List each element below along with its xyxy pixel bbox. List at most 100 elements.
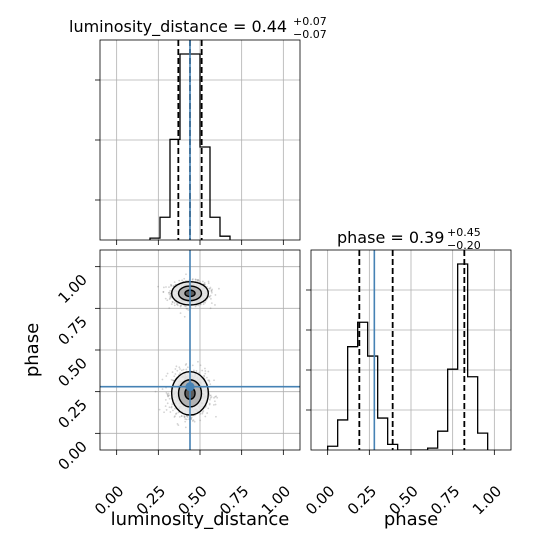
scatter-point <box>175 412 178 415</box>
scatter-point <box>180 304 183 307</box>
joint-grid <box>100 250 300 450</box>
phase-marginal-grid <box>311 250 511 450</box>
scatter-point <box>214 304 216 306</box>
ld-bar-1 <box>160 217 170 240</box>
scatter-point <box>185 273 187 276</box>
scatter-point <box>179 372 181 375</box>
phase-x-tick-label-4: 1.00 <box>469 482 505 518</box>
scatter-point <box>168 298 171 301</box>
scatter-point <box>208 380 211 383</box>
scatter-point <box>208 379 211 382</box>
scatter-point <box>184 305 187 308</box>
scatter-point <box>171 379 174 382</box>
scatter-point <box>174 415 176 418</box>
scatter-point <box>175 303 178 306</box>
phase-title: phase = 0.39 <box>337 228 444 247</box>
scatter-point <box>184 418 187 420</box>
scatter-point <box>173 281 176 284</box>
scatter-point <box>185 368 188 371</box>
scatter-point <box>213 396 215 399</box>
scatter-point <box>214 294 217 296</box>
scatter-point <box>173 302 176 304</box>
scatter-point <box>169 411 172 413</box>
scatter-point <box>195 370 198 372</box>
phase-hist-steps <box>327 263 489 450</box>
scatter-point <box>209 287 211 290</box>
scatter-point <box>193 420 196 423</box>
scatter-point <box>208 398 211 401</box>
scatter-point <box>173 416 176 418</box>
scatter-point <box>210 302 213 305</box>
scatter-point <box>164 405 167 407</box>
scatter-point <box>208 394 211 397</box>
scatter-point <box>210 291 213 294</box>
joint-y-tick-label-4: 1.00 <box>54 271 90 307</box>
phase-bar-13 <box>458 264 468 450</box>
scatter-point <box>183 415 186 418</box>
scatter-point <box>174 413 177 415</box>
scatter-point <box>168 291 171 294</box>
scatter-point <box>193 369 195 372</box>
scatter-point <box>170 378 173 381</box>
scatter-point <box>174 373 177 375</box>
scatter-point <box>204 415 207 418</box>
scatter-point <box>170 285 172 287</box>
scatter-point <box>183 415 186 418</box>
scatter-point <box>194 305 197 308</box>
scatter-point <box>176 303 179 305</box>
scatter-point <box>208 402 211 405</box>
scatter-point <box>178 279 181 282</box>
scatter-point <box>203 281 206 284</box>
scatter-point <box>164 297 167 300</box>
scatter-point <box>207 282 210 285</box>
scatter-point <box>187 309 190 311</box>
scatter-point <box>199 303 202 306</box>
scatter-point <box>185 307 188 310</box>
scatter-point <box>191 420 194 422</box>
scatter-point <box>172 409 174 412</box>
scatter-point <box>171 301 174 303</box>
ld-bar-3 <box>180 54 190 240</box>
scatter-point <box>178 415 181 418</box>
scatter-point <box>185 418 188 421</box>
scatter-point <box>209 383 212 386</box>
phase-bar-11 <box>438 431 448 450</box>
scatter-point <box>168 394 171 397</box>
scatter-point <box>168 293 171 296</box>
scatter-point <box>174 368 177 370</box>
scatter-point <box>170 303 173 306</box>
scatter-point <box>205 376 208 379</box>
scatter-point <box>201 412 204 415</box>
scatter-point <box>190 418 193 421</box>
scatter-point <box>167 291 170 294</box>
scatter-point <box>218 287 220 290</box>
scatter-point <box>201 411 204 414</box>
scatter-point <box>158 408 161 411</box>
scatter-point <box>190 416 193 419</box>
scatter-point <box>208 403 211 406</box>
scatter-point <box>183 315 186 318</box>
scatter-point <box>166 393 169 396</box>
ld-title-plus: +0.07 <box>293 15 327 28</box>
phase-x-tick-label-0: 0.00 <box>302 482 338 518</box>
scatter-point <box>181 279 183 282</box>
scatter-point <box>192 419 195 422</box>
phase-x-tick-label-1: 0.25 <box>344 482 380 518</box>
ld-bar-4 <box>190 54 200 240</box>
scatter-point <box>216 396 219 399</box>
scatter-point <box>179 305 182 308</box>
scatter-point <box>199 364 202 367</box>
scatter-point <box>209 294 212 297</box>
scatter-point <box>184 426 187 429</box>
ld-title: luminosity_distance = 0.44 <box>69 17 287 37</box>
scatter-point <box>204 367 206 370</box>
scatter-point <box>169 295 172 298</box>
scatter-point <box>166 402 169 405</box>
scatter-point <box>180 369 183 372</box>
joint-y-tick-labels: 0.00 0.25 0.50 0.75 1.00 <box>54 271 90 474</box>
scatter-point <box>167 395 169 398</box>
scatter-point <box>175 365 178 368</box>
scatter-point <box>213 400 216 403</box>
scatter-point <box>154 390 157 393</box>
phase-title-minus: −0.20 <box>447 239 481 252</box>
